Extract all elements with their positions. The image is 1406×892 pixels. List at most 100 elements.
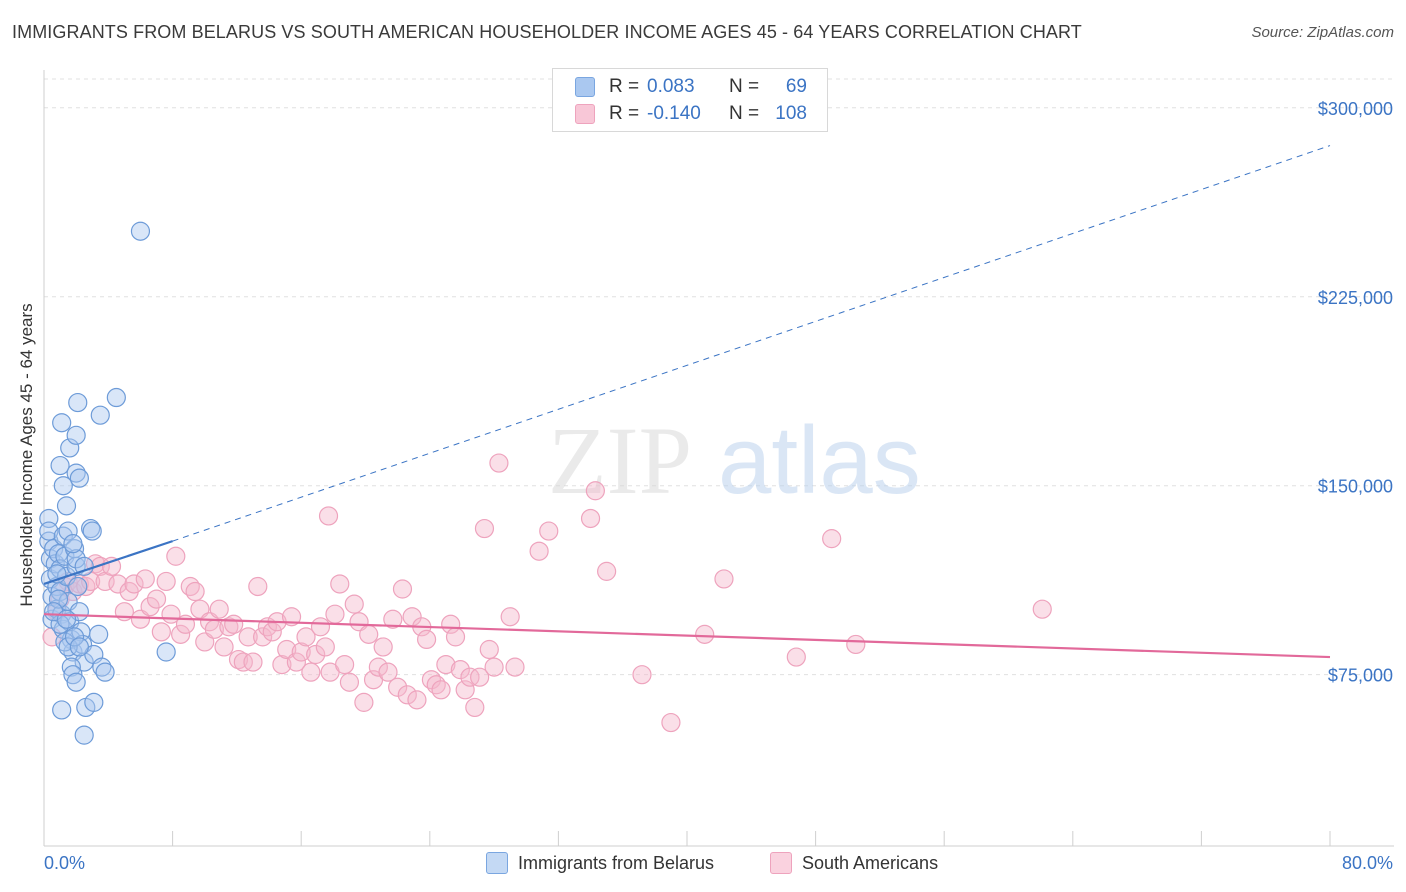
legend-r-value: -0.140 — [647, 103, 701, 124]
y-tick-label: $225,000 — [1318, 288, 1393, 308]
data-point-south-americans — [291, 642, 311, 662]
data-point-south-americans — [325, 604, 345, 624]
bottom-legend-south-americans[interactable]: South Americans — [770, 852, 938, 874]
data-point-south-americans — [397, 685, 417, 705]
data-point-belarus — [64, 627, 85, 647]
data-point-south-americans — [416, 629, 437, 650]
data-point-south-americans — [339, 672, 360, 692]
data-point-belarus — [66, 549, 86, 569]
data-point-south-americans — [368, 657, 388, 677]
data-point-south-americans — [344, 594, 364, 614]
data-point-south-americans — [286, 652, 306, 672]
data-point-belarus — [92, 657, 112, 677]
data-point-belarus — [39, 521, 59, 541]
data-point-belarus — [84, 692, 104, 712]
data-point-south-americans — [479, 639, 499, 660]
data-point-belarus — [50, 455, 70, 476]
data-point-belarus — [74, 725, 94, 745]
data-point-south-americans — [445, 627, 466, 647]
data-point-south-americans — [135, 569, 155, 589]
data-point-belarus — [58, 521, 78, 541]
data-point-south-americans — [450, 660, 470, 680]
data-point-south-americans — [272, 654, 292, 675]
data-point-south-americans — [383, 609, 403, 629]
trend-line-belarus — [43, 540, 173, 586]
data-point-south-americans — [632, 665, 652, 685]
data-point-south-americans — [392, 579, 413, 599]
data-point-south-americans — [822, 529, 842, 549]
data-point-belarus — [52, 700, 72, 720]
tick-labels: $75,000 $150,000 $225,000 $300,000 0.0% 80.0% — [44, 99, 1393, 873]
data-point-south-americans — [209, 599, 229, 619]
data-point-south-americans — [296, 627, 316, 647]
source-label: Source: ZipAtlas.com — [1251, 24, 1394, 41]
data-point-south-americans — [318, 506, 339, 526]
data-point-south-americans — [354, 692, 374, 712]
data-point-south-americans — [378, 662, 398, 682]
data-point-south-americans — [714, 569, 734, 589]
data-point-south-americans — [585, 481, 605, 501]
south-americans-points — [42, 453, 1052, 733]
data-point-south-americans — [388, 677, 408, 697]
data-point-belarus — [55, 632, 75, 652]
data-point-south-americans — [238, 627, 258, 647]
data-point-south-americans — [431, 680, 451, 700]
data-point-belarus — [95, 662, 115, 682]
bottom-legend-label-south-americans: South Americans — [802, 852, 939, 873]
data-point-south-americans — [580, 508, 601, 529]
data-point-belarus — [66, 463, 86, 483]
data-point-belarus — [56, 609, 77, 629]
data-point-south-americans — [253, 627, 273, 647]
trend-line-south-americans — [43, 613, 1331, 659]
data-point-belarus — [53, 476, 73, 496]
data-point-belarus — [82, 521, 102, 541]
legend-n-label: N = — [729, 103, 760, 124]
watermark-atlas: atlas — [718, 407, 921, 514]
data-point-south-americans — [597, 561, 617, 581]
data-point-belarus — [68, 576, 88, 597]
data-point-south-americans — [489, 453, 509, 473]
legend-r-label: R = — [609, 76, 640, 97]
data-point-belarus — [69, 468, 89, 488]
chart-title: IMMIGRANTS FROM BELARUS VS SOUTH AMERICA… — [12, 22, 1082, 42]
data-point-belarus — [66, 672, 86, 692]
data-point-belarus — [58, 637, 78, 657]
data-point-belarus — [89, 624, 109, 644]
y-tick-label: $75,000 — [1328, 666, 1393, 686]
data-point-south-americans — [505, 657, 525, 677]
data-point-belarus — [156, 642, 176, 662]
legend-row-belarus: R = 0.083 N = 69 — [575, 75, 807, 99]
data-point-south-americans — [151, 622, 171, 642]
data-point-south-americans — [455, 680, 475, 700]
data-point-belarus — [106, 387, 126, 408]
data-point-south-americans — [124, 574, 144, 594]
data-point-south-americans — [470, 667, 490, 687]
y-tick-label: $150,000 — [1318, 477, 1393, 497]
data-point-belarus — [52, 413, 72, 433]
legend-n-label: N = — [729, 76, 760, 97]
data-point-south-americans — [436, 654, 456, 675]
watermark-zip: ZIP — [548, 407, 692, 514]
data-point-south-americans — [474, 518, 495, 539]
y-axis-label: Householder Income Ages 45 - 64 years — [17, 303, 36, 606]
belarus-points — [39, 221, 176, 745]
data-point-south-americans — [233, 652, 253, 672]
data-point-south-americans — [301, 662, 321, 682]
bottom-legend-label-belarus: Immigrants from Belarus — [518, 852, 715, 873]
data-point-belarus — [74, 556, 94, 576]
data-point-belarus — [63, 534, 83, 554]
x-tick-label-max: 80.0% — [1342, 853, 1393, 873]
data-point-south-americans — [315, 637, 335, 657]
axes — [43, 70, 1394, 847]
legend-n-value: 69 — [785, 76, 807, 97]
data-point-south-americans — [359, 624, 379, 644]
data-point-belarus — [74, 652, 94, 672]
trend-line-belarus-extension — [172, 145, 1331, 542]
data-point-belarus — [130, 221, 151, 241]
data-point-south-americans — [146, 589, 167, 609]
data-point-south-americans — [407, 690, 427, 710]
bottom-legend-swatch-blue — [486, 852, 508, 874]
legend-row-south-americans: R = -0.140 N = 108 — [575, 102, 807, 126]
data-point-south-americans — [171, 624, 191, 644]
bottom-legend-belarus[interactable]: Immigrants from Belarus — [486, 852, 714, 874]
